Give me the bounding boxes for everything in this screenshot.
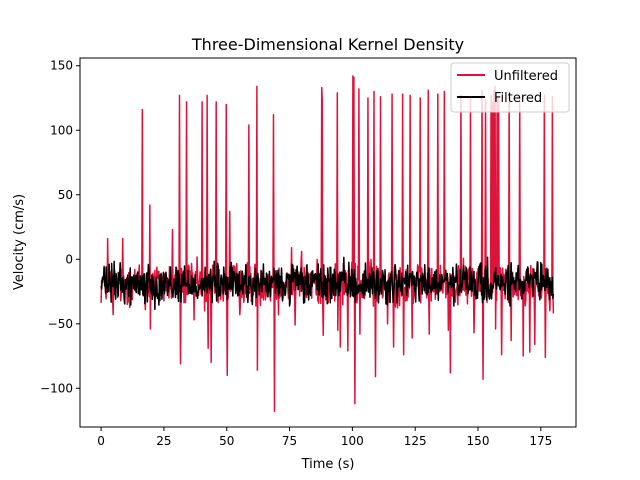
y-axis: −100 −50 0 50 100 150 [40, 59, 80, 395]
x-tick-label: 150 [467, 434, 490, 448]
x-tick-label: 50 [219, 434, 234, 448]
x-tick-label: 75 [282, 434, 297, 448]
x-tick-label: 175 [529, 434, 552, 448]
plot-frame [79, 57, 577, 428]
y-tick-label: 100 [50, 123, 73, 137]
x-tick-label: 125 [404, 434, 427, 448]
x-tick-label: 25 [156, 434, 171, 448]
legend-label-filtered: Filtered [494, 91, 542, 106]
x-axis-label: Time (s) [301, 457, 355, 472]
y-tick-label: 150 [50, 59, 73, 73]
y-tick-label: 50 [58, 188, 73, 202]
legend: Unfiltered Filtered [450, 62, 570, 113]
series-line-filtered [100, 256, 555, 311]
y-tick-label: −100 [40, 381, 73, 395]
x-axis: 0 25 50 75 100 125 150 175 [97, 427, 552, 448]
x-tick-label: 0 [97, 434, 105, 448]
chart-title: Three-Dimensional Kernel Density [191, 35, 464, 54]
y-tick-label: 0 [65, 252, 73, 266]
x-tick-label: 100 [341, 434, 364, 448]
y-tick-label: −50 [48, 317, 73, 331]
legend-label-unfiltered: Unfiltered [494, 69, 558, 84]
series-layer [100, 75, 555, 413]
y-axis-label: Velocity (cm/s) [12, 194, 27, 290]
